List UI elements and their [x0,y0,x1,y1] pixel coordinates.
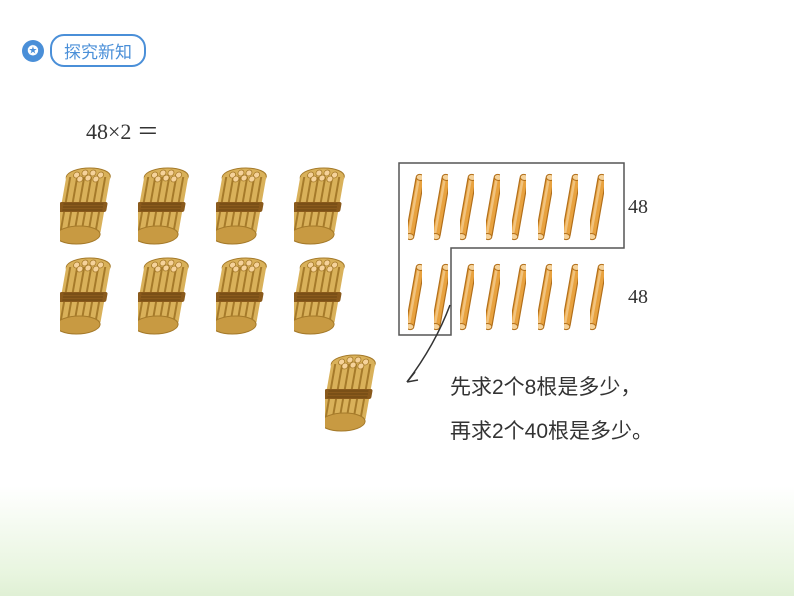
badge-icon: ✪ [22,40,44,62]
bundle-icon [216,167,276,247]
bundle-icon [138,167,198,247]
row-1-label: 48 [628,196,648,219]
background-gradient [0,486,794,596]
bundle-icon [325,354,385,434]
explanation-line-2: 再求2个40根是多少。 [450,410,653,454]
row-2-label: 48 [628,286,648,309]
bundle-icon [216,257,276,337]
bundle-icon [60,257,120,337]
badge-label: 探究新知 [50,34,146,67]
section-badge: ✪ 探究新知 [22,34,146,67]
bundle-icon [60,167,120,247]
bundles-row-1 [60,167,390,247]
bundle-icon [294,257,354,337]
bundle-icon [138,257,198,337]
bundles-row-2 [60,257,390,337]
explanation-line-1: 先求2个8根是多少， [450,366,653,410]
equation-text: 48×2 ＝ [86,114,159,146]
explanation-text: 先求2个8根是多少， 再求2个40根是多少。 [450,366,653,454]
bundle-icon [294,167,354,247]
extra-bundle [325,354,385,439]
